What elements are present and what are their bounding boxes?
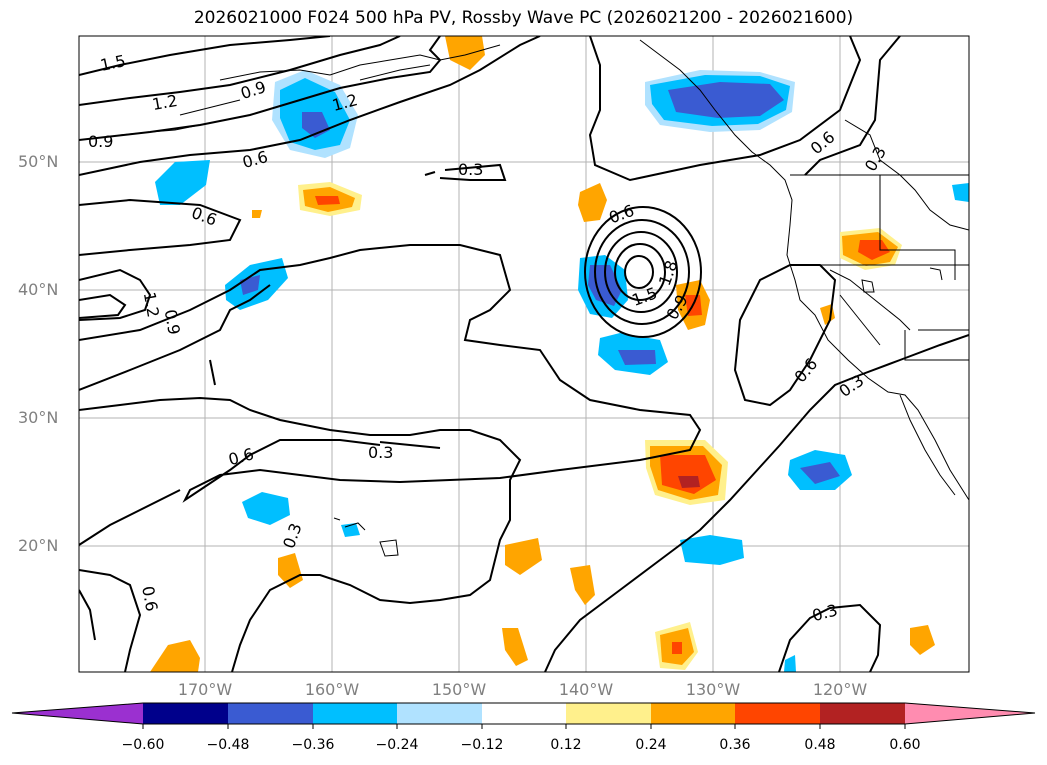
colorbar	[11, 702, 1036, 729]
colorbar-tick-label: 0.24	[635, 737, 667, 753]
contour-label: 0.6	[189, 203, 219, 230]
contour-label: 1.8	[655, 258, 682, 288]
contour-label: 0.3	[368, 443, 393, 462]
latitude-label: 50°N	[18, 152, 59, 171]
longitude-label: 120°W	[812, 680, 868, 699]
colorbar-tick-label: −0.36	[291, 737, 335, 753]
positive-anomaly-features	[150, 36, 935, 672]
longitude-label: 170°W	[177, 680, 233, 699]
contour-label: 0.3	[458, 160, 483, 179]
colorbar-segment	[228, 703, 313, 724]
contour-labels: 1.5 1.2 0.9 1.2 0.9 0.6 0.3 0.6 0.6 1.2 …	[88, 51, 890, 625]
contour-label: 0.6	[138, 585, 161, 613]
colorbar-segment	[397, 703, 482, 724]
colorbar-tick-label: −0.48	[206, 737, 250, 753]
contour-label: 1.2	[151, 91, 179, 114]
colorbar-segment	[905, 703, 1035, 724]
colorbar-tick-label: 0.36	[719, 737, 751, 753]
longitude-label: 140°W	[558, 680, 614, 699]
gridlines	[79, 36, 969, 672]
contour-label: 0.3	[810, 600, 840, 625]
contour-label: 0.9	[88, 132, 113, 151]
longitude-label: 130°W	[685, 680, 741, 699]
contour-label: 0.6	[226, 444, 256, 469]
map-title: 2026021000 F024 500 hPa PV, Rossby Wave …	[193, 8, 854, 28]
contour-label: 0.6	[606, 201, 636, 228]
colorbar-tick-label: 0.12	[550, 737, 582, 753]
contour-label: 0.3	[861, 143, 890, 175]
colorbar-segment	[143, 703, 228, 724]
pv-contours	[79, 36, 969, 672]
contour-label: 1.5	[98, 51, 127, 75]
colorbar-segment	[12, 703, 143, 724]
latitude-label: 20°N	[18, 536, 59, 555]
colorbar-tick-label: −0.60	[121, 737, 165, 753]
latitude-label: 40°N	[18, 280, 59, 299]
colorbar-segment	[735, 703, 820, 724]
colorbar-tick-label: 0.48	[804, 737, 836, 753]
contour-label: 1.2	[140, 291, 163, 319]
map-frame	[78, 35, 970, 673]
coastlines	[119, 39, 969, 557]
colorbar-segment	[482, 703, 566, 724]
longitude-label: 160°W	[304, 680, 360, 699]
colorbar-tick-label: 0.60	[889, 737, 921, 753]
colorbar-segment	[820, 703, 905, 724]
latitude-label: 30°N	[18, 408, 59, 427]
colorbar-segment	[651, 703, 735, 724]
negative-anomaly-features	[155, 70, 969, 672]
colorbar-segment	[313, 703, 397, 724]
pv-center-contours	[584, 206, 702, 338]
colorbar-segment	[566, 703, 651, 724]
colorbar-tick-label: −0.24	[375, 737, 419, 753]
colorbar-tick-label: −0.12	[460, 737, 504, 753]
contour-label: 0.9	[161, 308, 184, 336]
longitude-label: 150°W	[431, 680, 487, 699]
